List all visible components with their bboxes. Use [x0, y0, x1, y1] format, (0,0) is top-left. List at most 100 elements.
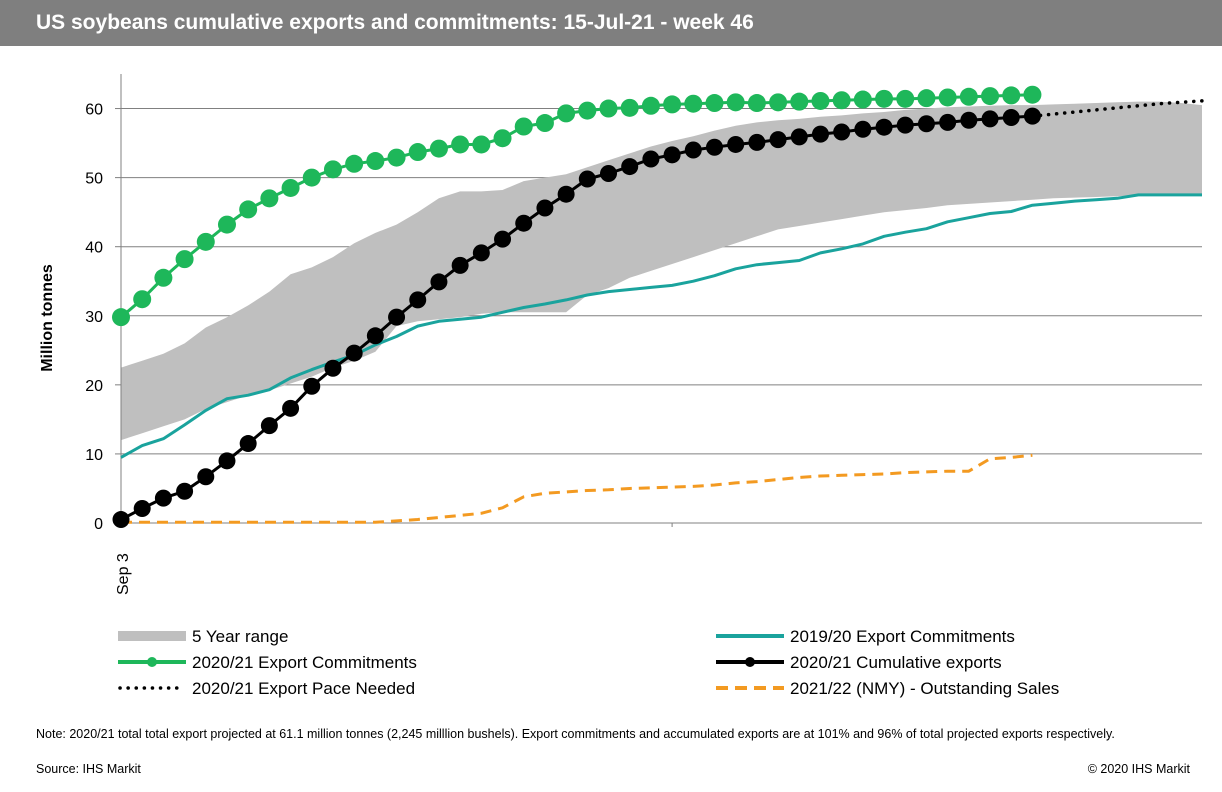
commitments-2020-21-point — [196, 232, 215, 251]
footer-note: Note: 2020/21 total total export project… — [36, 727, 1115, 741]
commitments-2020-21-point — [620, 98, 639, 117]
commitments-2020-21-point — [514, 117, 533, 136]
legend-item: 5 Year range — [118, 627, 288, 646]
cumulative-exports-point — [430, 273, 448, 291]
cumulative-exports-point — [1002, 109, 1020, 127]
cumulative-exports-point — [260, 417, 278, 435]
cumulative-exports-point — [197, 468, 215, 486]
legend-item: 2020/21 Export Pace Needed — [118, 679, 415, 698]
cumulative-exports-point — [769, 131, 787, 149]
commitments-2020-21-point — [790, 92, 809, 111]
x-tick-label: Sep 3 — [115, 553, 132, 595]
commitments-2020-21-point — [366, 152, 385, 171]
cumulative-exports-point — [811, 125, 829, 143]
cumulative-exports-point — [303, 377, 321, 395]
commitments-2020-21-point — [112, 308, 130, 327]
y-tick-label: 30 — [85, 309, 103, 326]
cumulative-exports-point — [218, 452, 236, 470]
commitments-2020-21-point — [705, 94, 724, 113]
cumulative-exports-point — [282, 399, 300, 417]
legend-item: 2021/22 (NMY) - Outstanding Sales — [716, 679, 1059, 698]
plot-area: 0 10 20 30 40 50 60 — [85, 74, 1204, 533]
cumulative-exports-point — [663, 146, 681, 164]
cumulative-exports-point — [133, 499, 151, 517]
cumulative-exports-point — [684, 141, 702, 159]
commitments-2020-21-point — [938, 88, 957, 107]
commitments-2020-21-point — [832, 91, 851, 110]
commitments-2020-21-point — [599, 99, 618, 118]
cumulative-exports-point — [833, 123, 851, 141]
cumulative-exports-point — [515, 214, 533, 232]
legend-label: 2019/20 Export Commitments — [790, 627, 1015, 646]
legend-label: 2021/22 (NMY) - Outstanding Sales — [790, 679, 1059, 698]
cumulative-exports-point — [600, 164, 618, 182]
cumulative-exports-point — [748, 133, 766, 151]
commitments-2020-21-point — [959, 87, 978, 106]
y-tick-label: 0 — [94, 516, 103, 533]
commitments-2020-21-point — [323, 160, 342, 179]
chart: 0 10 20 30 40 50 60 Million tonnes Sep 3 5 Yea… — [39, 74, 1204, 698]
commitments-2020-21-point — [917, 89, 936, 108]
commitments-2020-21-point — [217, 215, 236, 234]
cumulative-exports-point — [727, 135, 745, 153]
cumulative-exports-point — [705, 138, 723, 156]
commitments-2020-21-point — [345, 154, 364, 173]
cumulative-exports-point — [324, 359, 342, 377]
commitments-2020-21-point — [535, 114, 554, 133]
cumulative-exports-point — [939, 113, 957, 131]
cumulative-exports-point — [1023, 107, 1041, 125]
commitments-2020-21-point — [175, 250, 194, 269]
cumulative-exports-point — [345, 344, 363, 362]
legend-label: 2020/21 Export Pace Needed — [192, 679, 415, 698]
cumulative-exports-point — [154, 489, 172, 507]
legend-swatch-marker — [745, 657, 755, 667]
cumulative-exports-point — [536, 199, 554, 217]
commitments-2020-21-point — [281, 178, 300, 197]
y-tick-label: 10 — [85, 447, 103, 464]
legend-label: 2020/21 Export Commitments — [192, 653, 417, 672]
cumulative-exports-point — [388, 308, 406, 326]
y-tick-label: 50 — [85, 171, 103, 188]
commitments-2020-21-point — [451, 135, 470, 154]
commitments-2020-21-point — [429, 139, 448, 158]
commitments-2020-21-point — [769, 93, 788, 112]
commitments-2020-21-point — [302, 168, 321, 187]
cumulative-exports-point — [176, 482, 194, 500]
commitments-2020-21-point — [1023, 85, 1042, 104]
commitments-2020-21-point — [133, 290, 152, 309]
commitments-2020-21-point — [663, 95, 682, 114]
y-tick-label: 60 — [85, 102, 103, 119]
cumulative-exports-point — [494, 230, 512, 248]
y-axis-label: Million tonnes — [39, 264, 56, 372]
legend: 5 Year range 2019/20 Export Commitments 20… — [118, 627, 1059, 698]
commitments-2020-21-point — [853, 90, 872, 109]
cumulative-exports-point — [981, 110, 999, 128]
cumulative-exports-point — [472, 244, 490, 262]
range-5yr-band — [121, 101, 1202, 441]
commitments-2020-21-point — [875, 89, 894, 108]
commitments-2020-21-point — [408, 143, 427, 162]
cumulative-exports-point — [578, 170, 596, 188]
commitments-2020-21-point — [260, 189, 279, 208]
commitments-2020-21-point — [747, 94, 766, 113]
commitments-2020-21-point — [641, 96, 660, 115]
cumulative-exports-point — [112, 511, 130, 529]
cumulative-exports-point — [642, 150, 660, 168]
legend-item: 2020/21 Export Commitments — [118, 653, 417, 672]
series-2019-20-commitments-line — [120, 193, 1202, 459]
cumulative-exports-point — [854, 120, 872, 138]
y-tick-label: 40 — [85, 240, 103, 257]
series-2021-22-outstanding-line — [121, 453, 1033, 524]
legend-label: 2020/21 Cumulative exports — [790, 653, 1002, 672]
cumulative-exports-point — [239, 435, 257, 453]
header-bar: US soybeans cumulative exports and commi… — [0, 0, 1222, 46]
commitments-2020-21-point — [557, 104, 576, 123]
cumulative-exports-point — [917, 115, 935, 133]
commitments-2020-21-point — [726, 93, 745, 112]
legend-label: 5 Year range — [192, 627, 288, 646]
commitments-2020-21-point — [387, 148, 406, 167]
copyright-text: © 2020 IHS Markit — [1087, 762, 1190, 776]
cumulative-exports-point — [409, 291, 427, 309]
chart-title: US soybeans cumulative exports and commi… — [36, 11, 754, 34]
commitments-2020-21-point — [981, 87, 1000, 106]
